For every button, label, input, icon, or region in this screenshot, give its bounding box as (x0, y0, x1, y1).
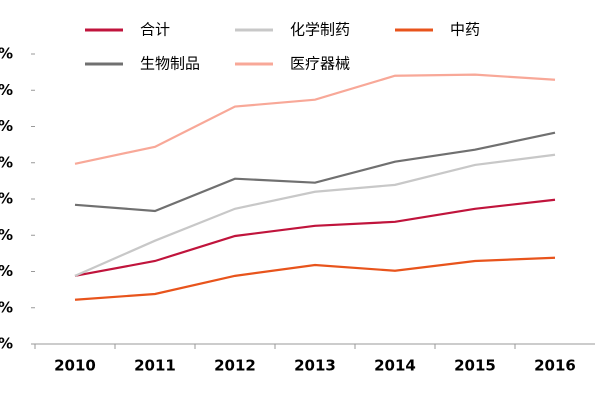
legend-label: 合计 (140, 21, 170, 39)
x-tick-label: 2016 (534, 357, 576, 375)
y-tick-label: % (0, 153, 13, 171)
series-line (74, 73, 556, 165)
series-line (74, 256, 556, 301)
series-line (74, 198, 556, 277)
y-tick-label: % (0, 226, 13, 244)
y-tick-label: % (0, 45, 13, 63)
series-line (74, 153, 556, 277)
x-tick-label: 2010 (54, 357, 96, 375)
y-tick-label: % (0, 190, 13, 208)
y-tick-label: % (0, 81, 13, 99)
legend-label: 中药 (450, 21, 480, 39)
x-tick-label: 2011 (134, 357, 176, 375)
x-tick-label: 2013 (294, 357, 336, 375)
legend-label: 化学制药 (290, 21, 350, 39)
y-tick-label: % (0, 117, 13, 135)
x-tick-label: 2015 (454, 357, 496, 375)
legend-label: 生物制品 (140, 55, 200, 73)
y-tick-label: % (0, 262, 13, 280)
y-tick-label: % (0, 335, 13, 353)
series-line (74, 131, 556, 213)
x-tick-label: 2014 (374, 357, 416, 375)
y-tick-label: % (0, 298, 13, 316)
x-tick-label: 2012 (214, 357, 256, 375)
legend-label: 医疗器械 (290, 55, 350, 73)
